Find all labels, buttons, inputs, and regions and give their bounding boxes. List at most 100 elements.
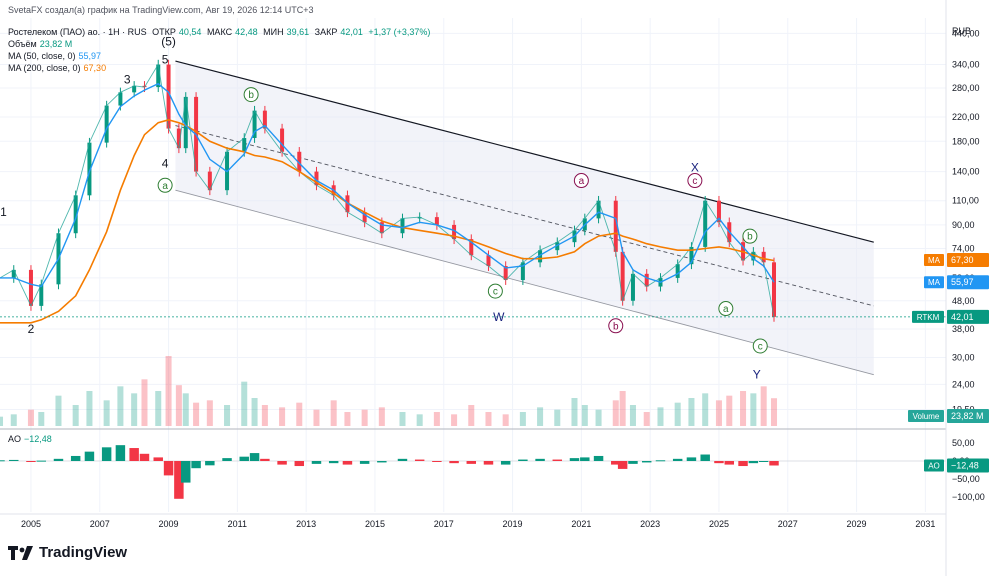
price-bar bbox=[280, 128, 285, 152]
axis-tag-value: 55,97 bbox=[951, 277, 974, 287]
ao-bar bbox=[84, 451, 95, 461]
ao-bar bbox=[9, 459, 19, 461]
volume-bar bbox=[296, 402, 303, 426]
wave-label: c bbox=[692, 176, 697, 187]
price-bar bbox=[689, 246, 694, 265]
price-bar bbox=[400, 218, 405, 234]
ao-bar bbox=[205, 461, 215, 466]
axis-tag-label: MA bbox=[928, 256, 941, 265]
axis-tag-value-bg bbox=[947, 275, 989, 290]
price-tick-label: 74,00 bbox=[952, 244, 975, 254]
volume-bar bbox=[537, 407, 544, 426]
volume-bar bbox=[619, 391, 626, 426]
price-tick-label: 280,00 bbox=[952, 83, 980, 93]
axis-tag-value-bg bbox=[947, 458, 989, 473]
time-tick-label: 2019 bbox=[503, 519, 523, 529]
price-bar bbox=[675, 264, 680, 278]
volume-bar bbox=[117, 386, 124, 426]
axis-tag-label: AO bbox=[928, 461, 940, 470]
high-value: 42,48 bbox=[235, 27, 258, 37]
wave-label: c bbox=[758, 341, 763, 352]
volume-bar bbox=[141, 379, 148, 426]
volume-bar bbox=[770, 398, 778, 426]
volume-bar bbox=[674, 402, 681, 426]
axis-tag-label: Volume bbox=[913, 412, 940, 421]
ao-bar bbox=[139, 453, 150, 461]
ao-bar bbox=[377, 461, 387, 463]
ao-bar bbox=[500, 461, 511, 465]
volume-bar bbox=[595, 409, 602, 426]
volume-bar bbox=[175, 385, 182, 426]
time-tick-label: 2023 bbox=[640, 519, 660, 529]
ao-bar bbox=[260, 458, 270, 461]
price-series-line bbox=[0, 63, 775, 317]
ma200-label: MA (200, close, 0) bbox=[8, 63, 81, 73]
ao-bar bbox=[342, 461, 353, 465]
time-axis: 2005 2007 2009 2011 2013 2015 2017 2019 2021 2023… bbox=[21, 519, 935, 529]
volume-bar bbox=[399, 412, 406, 426]
price-tick-label: 38,00 bbox=[952, 324, 975, 334]
price-bar bbox=[297, 151, 302, 172]
price-bar bbox=[644, 273, 649, 287]
ao-bar bbox=[617, 461, 628, 469]
ao-bar bbox=[101, 447, 112, 461]
volume-bar bbox=[554, 409, 561, 426]
top-caption: SvetaFX создал(а) график на TradingView.… bbox=[8, 5, 314, 15]
ao-bar bbox=[769, 461, 779, 466]
ao-value: −12,48 bbox=[24, 434, 52, 444]
volume-bar bbox=[378, 407, 385, 426]
axis-tag-value: 42,01 bbox=[951, 312, 974, 322]
wave-label: b bbox=[248, 90, 254, 101]
wave-circle bbox=[718, 301, 734, 317]
open-label: ОТКР bbox=[152, 27, 176, 37]
ao-tick-label: −100,00 bbox=[952, 492, 985, 502]
ohlc-legend[interactable]: Ростелеком (ПАО) ао. · 1Н · RUS ОТКР 40,5… bbox=[8, 27, 433, 38]
ao-legend[interactable]: AO −12,48 bbox=[8, 434, 55, 445]
currency-label[interactable]: RUB bbox=[952, 26, 971, 36]
low-label: МИН bbox=[263, 27, 284, 37]
axis-tag-value-bg bbox=[947, 309, 989, 324]
ao-bar bbox=[714, 461, 724, 464]
ao-bar bbox=[163, 461, 174, 476]
ao-bar bbox=[748, 461, 759, 464]
price-bar bbox=[156, 64, 161, 88]
volume-bar bbox=[702, 393, 709, 426]
wave-label: c bbox=[493, 287, 498, 298]
ao-bar bbox=[569, 458, 580, 461]
wave-label: Y bbox=[753, 368, 761, 382]
volume-legend[interactable]: Объём 23,82 M bbox=[8, 39, 75, 50]
volume-bar bbox=[55, 395, 62, 426]
wave-label: b bbox=[747, 232, 753, 243]
ma200-legend[interactable]: MA (200, close, 0) 67,30 bbox=[8, 63, 109, 74]
price-axis: 440,00 340,00 280,00 220,00 180,00 140,00 110,… bbox=[952, 28, 980, 414]
price-bar bbox=[452, 224, 457, 240]
ao-bar bbox=[53, 458, 64, 461]
volume-bar bbox=[485, 412, 492, 426]
tradingview-brand[interactable]: TradingView bbox=[8, 544, 127, 561]
price-bar bbox=[207, 171, 212, 191]
price-bar bbox=[503, 266, 508, 281]
ao-bar bbox=[628, 461, 638, 464]
price-tick-label: 48,00 bbox=[952, 296, 975, 306]
ao-bar bbox=[414, 459, 425, 461]
time-tick-label: 2011 bbox=[228, 519, 247, 529]
low-value: 39,61 bbox=[286, 27, 310, 37]
axis-tag: MA 67,30 bbox=[924, 252, 989, 267]
price-bar bbox=[434, 217, 439, 225]
ma50-legend[interactable]: MA (50, close, 0) 55,97 bbox=[8, 51, 104, 62]
price-bar bbox=[132, 85, 137, 93]
axis-tag: MA 55,97 bbox=[924, 275, 989, 290]
price-bar bbox=[469, 239, 474, 256]
volume-bar bbox=[193, 402, 200, 426]
volume-bar bbox=[313, 409, 320, 426]
axis-tag-label-bg bbox=[924, 459, 944, 472]
ao-bar bbox=[611, 461, 621, 465]
volume-value: 23,82 M bbox=[39, 39, 73, 49]
volume-bar bbox=[241, 381, 248, 426]
time-tick-label: 2007 bbox=[90, 519, 110, 529]
time-tick-label: 2027 bbox=[778, 519, 798, 529]
wave-circle bbox=[742, 228, 758, 244]
symbol-name[interactable]: Ростелеком (ПАО) ао. · 1Н · RUS bbox=[8, 27, 147, 37]
